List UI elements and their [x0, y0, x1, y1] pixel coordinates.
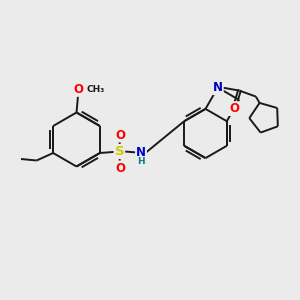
Text: N: N	[213, 81, 223, 94]
Text: O: O	[115, 128, 125, 142]
Text: S: S	[115, 145, 124, 158]
Text: O: O	[115, 161, 125, 175]
Text: O: O	[229, 102, 239, 115]
Text: O: O	[73, 83, 83, 96]
Text: N: N	[136, 146, 146, 159]
Text: CH₃: CH₃	[86, 85, 105, 94]
Text: H: H	[137, 157, 145, 166]
